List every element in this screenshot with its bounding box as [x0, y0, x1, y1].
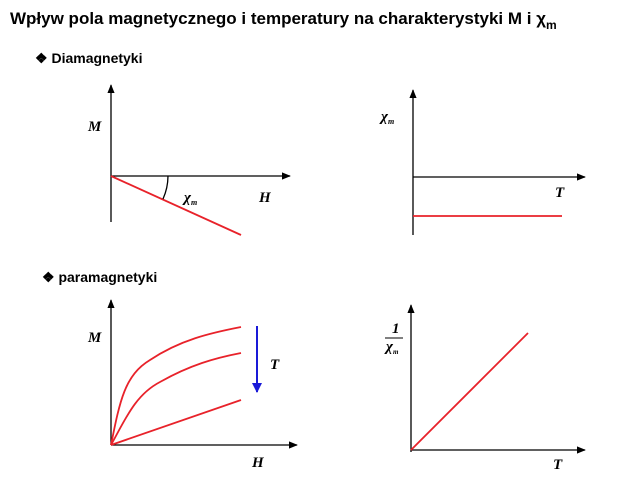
curve	[110, 326, 242, 446]
subscript: m	[393, 348, 399, 356]
curve	[110, 399, 242, 446]
label: T	[553, 457, 563, 473]
y-label-denominator: χm	[384, 339, 399, 356]
label: T	[555, 185, 565, 201]
label: H	[251, 455, 265, 471]
curve	[110, 175, 242, 236]
section-text: Diamagnetyki	[51, 50, 142, 66]
arrow-label: T	[270, 357, 280, 373]
x-label: H	[251, 455, 265, 471]
title-text: Wpływ pola magnetycznego i temperatury n…	[10, 9, 536, 28]
x-label: H	[258, 190, 272, 206]
y-label: M	[87, 330, 102, 346]
bullet: ❖	[35, 50, 51, 66]
label: 1	[392, 321, 400, 337]
x-label: T	[553, 457, 563, 473]
symbol: χ	[182, 190, 192, 206]
section-label: ❖ paramagnetyki	[42, 269, 157, 285]
label: M	[87, 330, 102, 346]
diagram: 1 χm T	[384, 304, 586, 473]
symbol: χ	[384, 339, 394, 355]
angle-arc	[162, 175, 169, 200]
y-label-numerator: 1	[392, 321, 400, 337]
subscript: m	[191, 198, 197, 207]
label: T	[270, 357, 280, 373]
diagram: T M H	[87, 299, 298, 471]
x-label: T	[555, 185, 565, 201]
label: H	[258, 190, 272, 206]
label: M	[87, 119, 102, 135]
curve	[410, 332, 529, 451]
bullet: ❖	[42, 269, 58, 285]
diagram: M H χm	[87, 84, 291, 236]
section-label: ❖ Diamagnetyki	[35, 50, 143, 66]
curve	[110, 352, 242, 446]
angle-label: χm	[182, 190, 197, 207]
y-label: χm	[379, 109, 394, 126]
title-subscript: m	[546, 18, 557, 32]
title-symbol: χ	[536, 9, 546, 28]
diagram: χm T	[379, 89, 586, 235]
title: Wpływ pola magnetycznego i temperatury n…	[10, 9, 557, 32]
symbol: χ	[379, 109, 389, 125]
y-label: M	[87, 119, 102, 135]
section-text: paramagnetyki	[58, 269, 157, 285]
subscript: m	[388, 117, 394, 126]
